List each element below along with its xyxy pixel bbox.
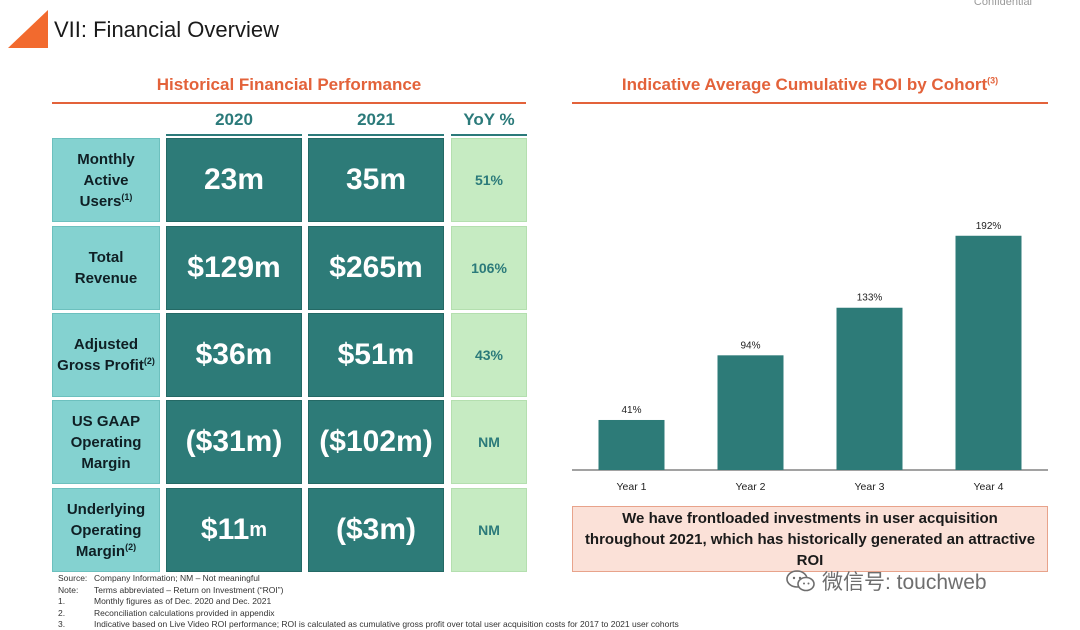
page-title: VII: Financial Overview <box>54 17 279 42</box>
data-label-year-2: 94% <box>740 340 760 351</box>
footnote-3: 3. Indicative based on Live Video ROI per… <box>58 619 679 629</box>
right-section-title: Indicative Average Cumulative ROI by Coh… <box>621 75 999 94</box>
bar-year-1 <box>598 419 665 470</box>
column-header-yoy: YoY % <box>463 110 515 129</box>
row-label-underlying-operating-margin: Underlying Operating Margin(2) <box>52 488 160 572</box>
left-section-divider <box>52 102 526 104</box>
row-label-total-revenue: Total Revenue <box>52 226 160 310</box>
row-label-monthly-active-users: Monthly Active Users(1) <box>52 138 160 222</box>
x-tick-label-year-2: Year 2 <box>736 481 766 493</box>
x-tick-label-year-3: Year 3 <box>855 481 885 493</box>
left-section-title: Historical Financial Performance <box>156 75 422 94</box>
row-label-us-gaap-operating-margin: US GAAP Operating Margin <box>52 400 160 484</box>
footnote-source: Source: Company Information; NM – Not mea… <box>58 573 260 583</box>
value-2020-total-revenue: $129m <box>166 226 302 310</box>
watermark-text: 微信号: touchweb <box>822 571 987 594</box>
yoy-total-revenue: 106% <box>451 226 527 310</box>
data-label-year-3: 133% <box>857 293 883 304</box>
x-tick-label-year-1: Year 1 <box>617 481 647 493</box>
yoy-underlying-operating-margin: NM <box>451 488 527 572</box>
value-2021-adjusted-gross-profit: $51m <box>308 313 444 397</box>
wechat-icon <box>786 570 815 592</box>
value-2021-us-gaap-operating-margin: ($102m) <box>308 400 444 484</box>
bar-year-4 <box>955 235 1022 470</box>
roi-callout-box: We have frontloaded investments in user … <box>572 506 1048 572</box>
value-2020-monthly-active-users: 23m <box>166 138 302 222</box>
value-2020-adjusted-gross-profit: $36m <box>166 313 302 397</box>
footnote-note: Note: Terms abbreviated – Return on Inves… <box>58 584 284 595</box>
bar-year-2 <box>717 355 784 470</box>
data-label-year-1: 41% <box>621 405 641 416</box>
bar-year-3 <box>836 307 903 470</box>
value-2020-underlying-operating-margin: $11 m <box>166 488 302 572</box>
column-underline-2020 <box>166 134 302 136</box>
value-2021-monthly-active-users: 35m <box>308 138 444 222</box>
column-header-2020: 2020 <box>215 110 253 129</box>
value-2021-total-revenue: $265m <box>308 226 444 310</box>
footnote-1: 1. Monthly figures as of Dec. 2020 and De… <box>58 596 272 606</box>
column-underline-2021 <box>308 134 444 136</box>
yoy-monthly-active-users: 51% <box>451 138 527 222</box>
footnotes: Source: Company Information; NM – Not mea… <box>58 573 679 630</box>
yoy-adjusted-gross-profit: 43% <box>451 313 527 397</box>
wechat-watermark: 微信号: touchweb <box>786 566 987 596</box>
yoy-us-gaap-operating-margin: NM <box>451 400 527 484</box>
value-2020-us-gaap-operating-margin: ($31m) <box>166 400 302 484</box>
footnote-2: 2. Reconciliation calculations provided i… <box>58 607 275 618</box>
company-logo-icon <box>8 10 48 48</box>
row-label-adjusted-gross-profit: Adjusted Gross Profit(2) <box>52 313 160 397</box>
confidential-label: Confidential <box>973 0 1032 8</box>
data-label-year-4: 192% <box>976 221 1002 232</box>
x-tick-label-year-4: Year 4 <box>974 481 1004 493</box>
right-section-divider <box>572 102 1048 104</box>
column-underline-yoy <box>451 134 527 136</box>
column-header-2021: 2021 <box>357 110 395 129</box>
value-2021-underlying-operating-margin: ($3m) <box>308 488 444 572</box>
roi-bar-chart: 41% Year 1 94% Year 2 133% Year 3 192% Year 4 <box>572 221 1048 493</box>
